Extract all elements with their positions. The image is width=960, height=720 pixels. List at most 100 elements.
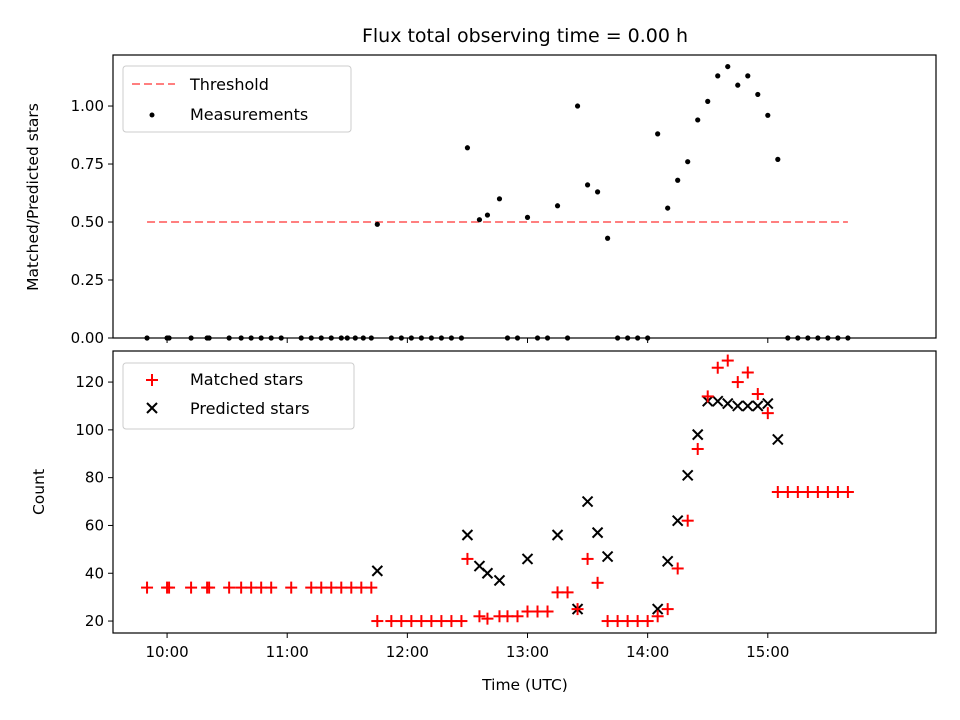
predicted-star-point (722, 397, 734, 410)
legend-measurements-label: Measurements (190, 105, 308, 124)
matched-star-point (551, 586, 564, 599)
top-y-tick-label: 1.00 (71, 97, 104, 115)
matched-star-point (711, 361, 724, 374)
measurement-point (635, 335, 641, 341)
matched-star-point (365, 581, 378, 594)
measurement-point (476, 217, 483, 223)
x-tick-label: 14:00 (626, 643, 669, 661)
measurement-point (318, 335, 324, 341)
matched-star-point (473, 610, 486, 623)
matched-star-point (455, 615, 468, 628)
matched-star-point (265, 581, 278, 594)
measurement-point (574, 103, 581, 109)
top-y-ticks: 0.00 0.25 0.50 0.75 1.00 (71, 97, 113, 347)
measurement-point (695, 117, 701, 123)
measurement-point (755, 91, 761, 98)
matched-star-point (801, 486, 814, 498)
matched-star-point (821, 486, 834, 498)
bottom-y-tick-label: 20 (85, 612, 104, 630)
measurement-point (226, 335, 232, 341)
matched-star-point (651, 610, 664, 623)
matched-star-point (761, 407, 774, 420)
matched-star-point (751, 388, 764, 401)
matched-star-point (741, 366, 754, 379)
measurement-point (496, 196, 503, 202)
predicted-star-point (772, 433, 784, 446)
matched-star-point (385, 615, 398, 628)
measurement-point (352, 335, 358, 341)
measurement-point (448, 335, 455, 341)
matched-star-point (591, 576, 604, 589)
bottom-plot-frame (112, 350, 937, 634)
measurement-point (458, 335, 465, 341)
measurement-point (675, 177, 681, 183)
legend-measurements-swatch (149, 112, 155, 118)
legend-predicted-label: Predicted stars (190, 399, 310, 418)
matched-star-point (255, 581, 268, 594)
measurement-point (594, 189, 601, 195)
measurement-point (785, 335, 791, 341)
matched-star-point (561, 586, 574, 599)
predicted-star-point (752, 400, 764, 412)
matched-star-point (511, 610, 524, 623)
matched-star-point (541, 605, 554, 618)
x-tick-label: 15:00 (746, 643, 789, 661)
predicted-star-point (581, 495, 594, 508)
legend-matched-swatch (146, 374, 158, 386)
measurement-point (625, 335, 631, 341)
measurement-point (258, 335, 264, 341)
matched-star-point (791, 486, 804, 498)
measurement-point (795, 335, 801, 341)
top-panel: 0.00 0.25 0.50 0.75 1.00 Matched/Predicted s… (24, 54, 937, 347)
predicted-star-point (521, 553, 534, 565)
matched-star-point (481, 612, 494, 625)
chart-title: Flux total observing time = 0.00 h (362, 25, 688, 47)
measurement-point (815, 335, 821, 341)
measurement-point (745, 73, 751, 79)
bottom-x-ticks: 10:00 11:00 12:00 13:00 14:00 15:00 (145, 633, 789, 661)
bottom-legend: Matched stars Predicted stars (122, 362, 355, 430)
matched-star-point (621, 615, 634, 628)
measurement-point (685, 159, 691, 165)
matched-star-point (581, 552, 594, 565)
bottom-y-tick-label: 60 (85, 516, 104, 534)
matched-star-point (335, 581, 348, 594)
measurement-point (564, 335, 571, 341)
measurement-point (344, 335, 350, 341)
matched-star-point (445, 615, 458, 628)
x-tick-label: 11:00 (266, 643, 309, 661)
predicted-star-point (661, 555, 674, 568)
bottom-y-tick-label: 100 (75, 421, 104, 439)
measurement-point (144, 335, 150, 341)
legend-predicted-swatch (146, 402, 158, 414)
measurement-point (278, 335, 284, 341)
predicted-star-point (601, 550, 614, 563)
matched-star-point (355, 581, 368, 594)
matched-star-point (691, 442, 704, 455)
predicted-star-point (762, 397, 774, 410)
matched-star-point (841, 486, 854, 498)
matched-star-point (831, 486, 844, 498)
measurement-point (206, 335, 212, 341)
measurement-point (655, 131, 661, 137)
top-legend: Threshold Measurements (122, 65, 352, 133)
matched-star-point (611, 615, 624, 628)
measurement-point (428, 335, 434, 341)
matched-star-point (235, 581, 248, 594)
measurement-point (298, 335, 304, 341)
matched-star-point (371, 615, 384, 628)
measurement-point (368, 335, 374, 341)
matched-star-point (771, 486, 784, 498)
bottom-y-ticks: 20 40 60 80 100 120 (75, 373, 113, 630)
matched-star-point (435, 615, 448, 628)
measurement-point (166, 335, 172, 341)
matched-star-point (285, 581, 298, 594)
predicted-star-point (481, 567, 494, 579)
matched-star-point (395, 615, 408, 628)
bottom-y-tick-label: 40 (85, 564, 104, 582)
predicted-star-point (732, 400, 744, 412)
predicted-star-point (712, 395, 724, 407)
measurement-point (835, 335, 841, 341)
matched-star-point (701, 390, 714, 403)
measurement-point (725, 63, 731, 70)
